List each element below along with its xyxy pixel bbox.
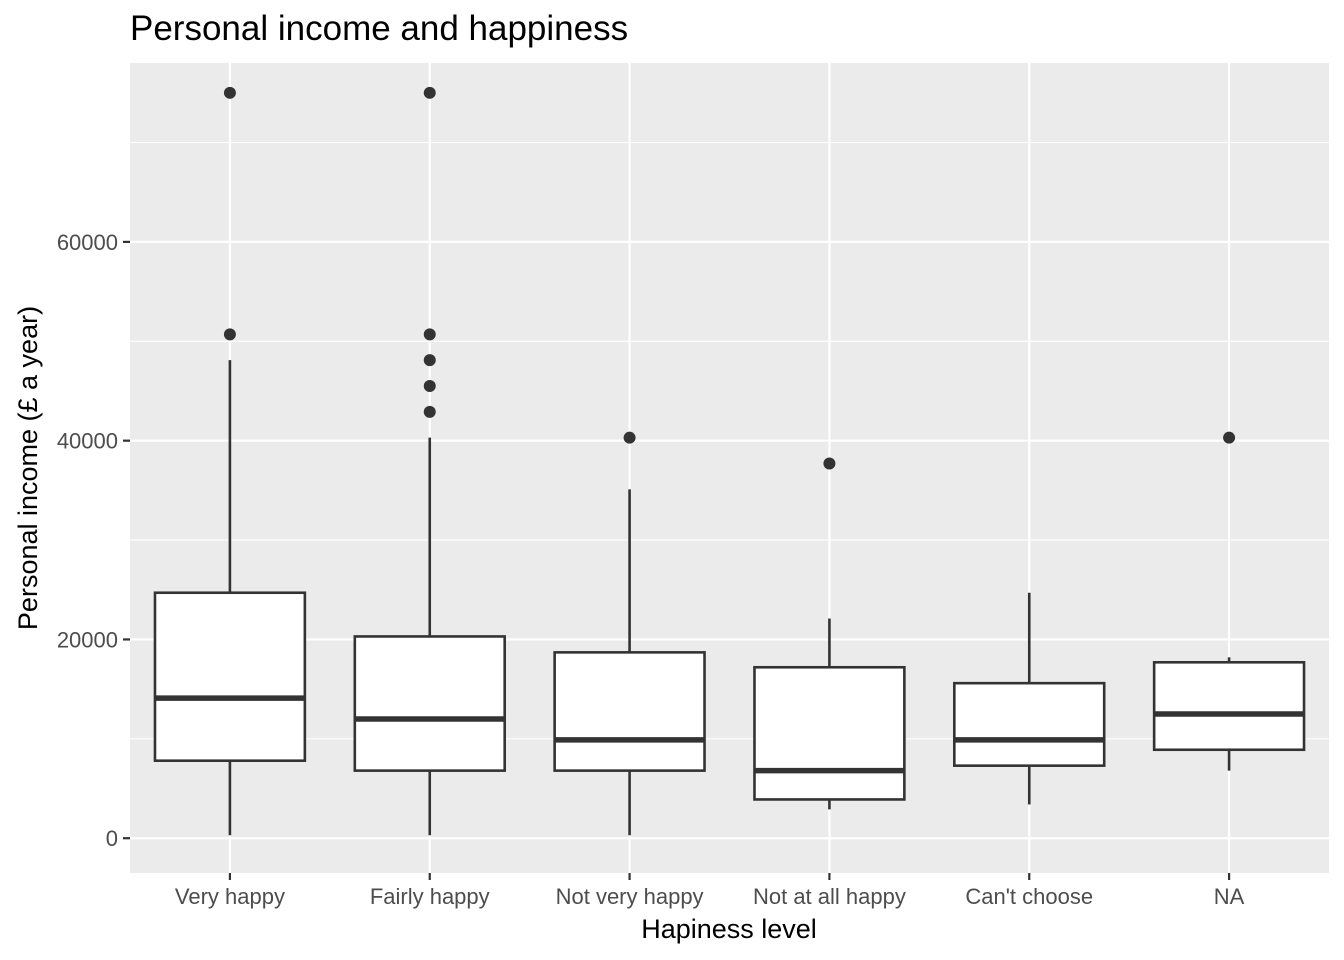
box-iqr [953, 681, 1106, 767]
boxes-layer [153, 86, 1306, 836]
x-tick-label: NA [1214, 884, 1245, 909]
box-group [353, 86, 506, 836]
box-group [753, 457, 906, 810]
box-group [953, 592, 1106, 805]
box-group [153, 86, 307, 836]
x-tick-label: Fairly happy [370, 884, 490, 909]
outlier-point [423, 86, 436, 99]
outlier-point [623, 431, 636, 444]
outlier-point [1223, 431, 1236, 444]
outlier-point [423, 405, 436, 418]
box-iqr [553, 651, 706, 772]
box-group [553, 431, 706, 836]
x-axis: Very happy Fairly happy Not very happy Not … [175, 873, 1245, 909]
plot-panel [130, 63, 1329, 873]
y-tick-label: 60000 [57, 230, 118, 255]
outlier-point [223, 86, 236, 99]
minor-gridlines [130, 141, 1329, 740]
box-iqr [153, 591, 307, 762]
box-group [1152, 431, 1306, 771]
y-tick-label: 40000 [57, 429, 118, 454]
box-iqr [353, 635, 506, 772]
chart-title: Personal income and happiness [130, 9, 628, 48]
y-axis-title: Personal income (£ a year) [13, 306, 43, 630]
x-tick-label: Not very happy [556, 884, 704, 909]
outlier-point [423, 380, 436, 393]
y-axis: 0 20000 40000 60000 [57, 230, 130, 851]
outlier-point [423, 328, 436, 341]
y-tick-label: 0 [106, 826, 118, 851]
y-tick-label: 20000 [57, 627, 118, 652]
box-iqr [1152, 661, 1306, 752]
x-tick-label: Can't choose [965, 884, 1093, 909]
outlier-point [423, 354, 436, 367]
x-axis-title: Hapiness level [641, 914, 817, 944]
x-tick-label: Very happy [175, 884, 285, 909]
outlier-point [823, 457, 836, 470]
outlier-point [223, 328, 236, 341]
x-tick-label: Not at all happy [753, 884, 906, 909]
box-iqr [753, 665, 906, 801]
